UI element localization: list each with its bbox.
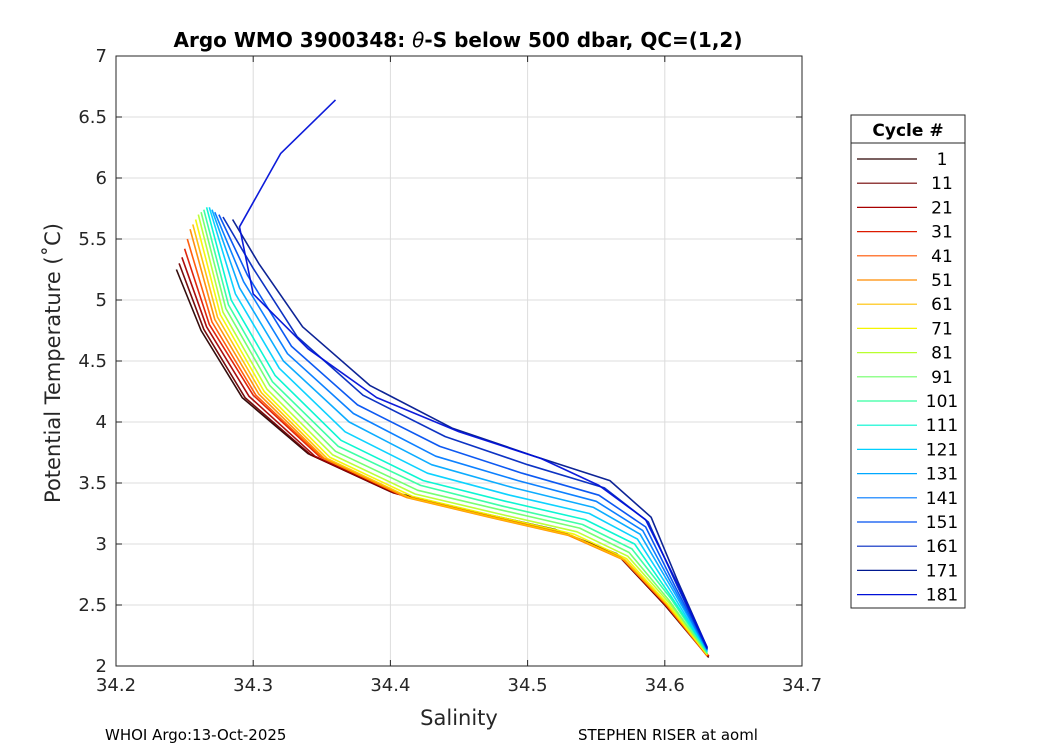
legend-label: 151 <box>926 513 958 533</box>
grid-lines <box>115 55 803 667</box>
legend-label: 1 <box>937 150 948 170</box>
legend-label: 161 <box>926 537 958 557</box>
legend-label: 21 <box>931 198 953 218</box>
legend-label: 81 <box>931 344 953 364</box>
series-line-cycle-71 <box>194 219 708 656</box>
legend-label: 11 <box>931 174 953 194</box>
series-line-cycle-141 <box>214 211 709 651</box>
legend-label: 111 <box>926 416 958 436</box>
y-tick-label: 5 <box>96 290 107 311</box>
series-line-cycle-131 <box>211 209 708 651</box>
y-tick-label: 4 <box>96 412 107 433</box>
legend-label: 51 <box>931 271 953 291</box>
series-line-cycle-61 <box>192 224 708 656</box>
y-tick-label: 3 <box>96 534 107 555</box>
legend-entries: 1112131415161718191101111121131141151161… <box>857 150 958 606</box>
legend-label: 61 <box>931 295 953 315</box>
series-line-cycle-111 <box>205 207 708 652</box>
x-tick-label: 34.5 <box>508 675 548 696</box>
x-axis-label: Salinity <box>420 706 498 730</box>
series-lines <box>175 99 710 659</box>
series-line-cycle-91 <box>200 212 708 655</box>
y-tick-label: 6 <box>96 168 107 189</box>
legend-label: 181 <box>926 586 958 606</box>
chart-title-theta-symbol: θ <box>412 28 424 52</box>
chart-title: Argo WMO 3900348: θ-S below 500 dbar, QC… <box>174 28 743 52</box>
y-tick-label: 2.5 <box>78 595 107 616</box>
series-line-cycle-81 <box>197 214 708 655</box>
legend-label: 31 <box>931 223 953 243</box>
series-line-cycle-121 <box>208 207 708 652</box>
legend-box <box>850 114 966 609</box>
footer-left-credit: WHOI Argo:13-Oct-2025 <box>105 726 287 744</box>
y-axis-label: Potential Temperature (˚C) <box>41 223 65 503</box>
legend-label: 171 <box>926 561 958 581</box>
x-tick-label: 34.6 <box>645 675 685 696</box>
chart-title-suffix: -S below 500 dbar, QC=(1,2) <box>424 28 742 52</box>
y-tick-label: 5.5 <box>78 229 107 250</box>
y-tick-label: 4.5 <box>78 351 107 372</box>
legend-label: 91 <box>931 368 953 388</box>
legend-label: 41 <box>931 247 953 267</box>
x-tick-label: 34.4 <box>370 675 410 696</box>
chart-title-prefix: Argo WMO 3900348: <box>174 28 413 52</box>
x-tick-label: 34.7 <box>782 675 822 696</box>
legend-title: Cycle # <box>872 121 943 141</box>
axis-ticks: 34.2 34.3 34.4 34.5 34.6 34.7 2 2.5 3 3.5 4 4.5 5 5.5… <box>78 46 822 696</box>
x-tick-label: 34.3 <box>233 675 273 696</box>
legend-label: 131 <box>926 465 958 485</box>
legend-label: 71 <box>931 319 953 339</box>
footer-right-credit: STEPHEN RISER at aoml <box>578 726 758 744</box>
series-line-cycle-181 <box>238 99 709 649</box>
y-tick-label: 7 <box>96 46 107 67</box>
y-tick-label: 2 <box>96 656 107 677</box>
legend-label: 101 <box>926 392 958 412</box>
x-tick-label: 34.2 <box>96 675 136 696</box>
legend-label: 141 <box>926 489 958 509</box>
legend-label: 121 <box>926 440 958 460</box>
y-tick-label: 3.5 <box>78 473 107 494</box>
legend: Cycle # 11121314151617181911011111211311… <box>850 114 966 609</box>
y-tick-label: 6.5 <box>78 107 107 128</box>
series-line-cycle-101 <box>203 209 708 654</box>
